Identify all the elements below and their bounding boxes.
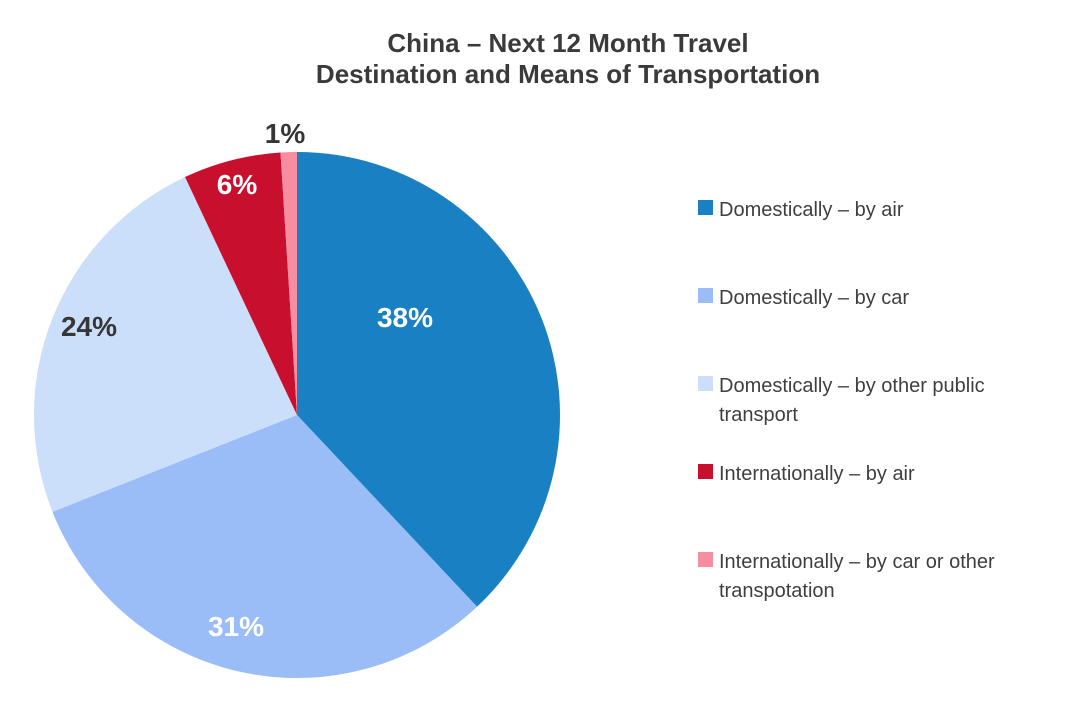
pie-chart [34,152,560,678]
pie-slice-3 [185,152,297,415]
legend-label: Domestically – by car [719,287,910,309]
pie-slice-1 [52,415,478,678]
legend-item-internationally-by-air: Internationally – by air [698,460,1064,489]
legend-item-internationally-car-other: Internationally – by car or other transp… [698,548,1064,606]
legend-label: Domestically – by air [719,199,904,221]
chart-title-line-2: Destination and Means of Transportation [315,59,821,89]
pie-slice-2 [34,177,297,512]
legend-item-domestically-other-public-transport: Domestically – by other public transport [698,372,1064,430]
legend-item-domestically-by-car: Domestically – by car [698,284,1064,313]
chart-title: China – Next 12 Month Travel Destination… [53,28,1083,90]
pie-label-domestically-other-public-transport: 24% [60,311,118,342]
pie-label-internationally-by-air: 6% [216,169,258,200]
pie-slices [34,152,560,678]
legend-swatch-domestically-by-air [698,200,713,215]
legend-swatch-internationally-by-air [698,464,713,479]
pie-label-domestically-by-car: 31% [207,611,265,642]
legend-swatch-internationally-car-other [698,552,713,567]
pie-slice-4 [280,152,297,415]
legend-swatch-domestically-other-public-transport [698,376,713,391]
pie-slice-0 [297,152,560,607]
pie-label-internationally-car-other: 1% [264,118,306,149]
legend-label: Domestically – by other public transport [719,375,985,426]
legend-swatch-domestically-by-car [698,288,713,303]
legend: Domestically – by air Domestically – by … [698,0,1068,702]
chart-title-line-1: China – Next 12 Month Travel [387,28,749,58]
legend-label: Internationally – by car or other transp… [719,551,995,602]
legend-label: Internationally – by air [719,463,915,485]
pie-label-domestically-by-air: 38% [376,302,434,333]
legend-item-domestically-by-air: Domestically – by air [698,196,1064,225]
